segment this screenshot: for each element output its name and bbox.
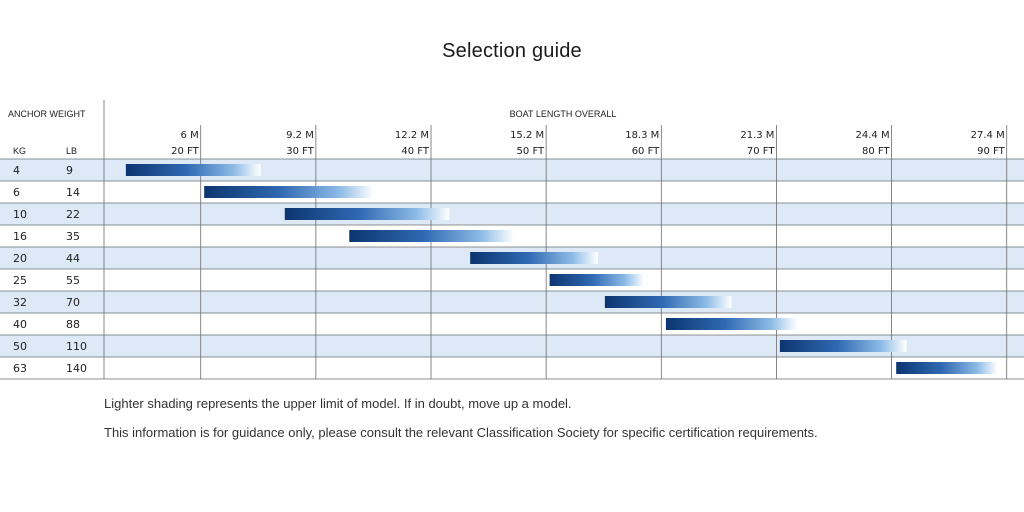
row-label-kg: 50 <box>13 340 27 353</box>
row-label-lb: 9 <box>66 164 73 177</box>
row-label-lb: 44 <box>66 252 80 265</box>
x-tick-label-imperial: 70 FT <box>747 146 775 157</box>
row-label-lb: 14 <box>66 186 80 199</box>
row-background <box>0 203 1024 225</box>
x-tick-label-imperial: 90 FT <box>977 146 1005 157</box>
note-shading: Lighter shading represents the upper lim… <box>104 396 572 411</box>
row-label-lb: 140 <box>66 362 87 375</box>
x-tick-label-metric: 9.2 M <box>286 130 314 141</box>
row-label-kg: 40 <box>13 318 27 331</box>
row-label-lb: 70 <box>66 296 80 309</box>
row-label-kg: 4 <box>13 164 20 177</box>
x-tick-label-imperial: 50 FT <box>517 146 545 157</box>
row-background <box>0 335 1024 357</box>
row-label-kg: 20 <box>13 252 27 265</box>
row-label-lb: 55 <box>66 274 80 287</box>
x-tick-label-metric: 24.4 M <box>856 130 890 141</box>
x-tick-label-metric: 18.3 M <box>625 130 659 141</box>
range-bar <box>549 274 645 286</box>
anchor-weight-header: ANCHOR WEIGHT <box>8 109 86 119</box>
range-bar <box>470 252 598 264</box>
row-label-kg: 25 <box>13 274 27 287</box>
x-tick-label-metric: 27.4 M <box>971 130 1005 141</box>
row-label-lb: 35 <box>66 230 80 243</box>
range-bar <box>896 362 998 374</box>
row-label-kg: 63 <box>13 362 27 375</box>
range-bar <box>604 296 732 308</box>
boat-length-header: BOAT LENGTH OVERALL <box>510 109 617 119</box>
range-bar <box>284 208 450 220</box>
x-tick-label-metric: 6 M <box>181 130 199 141</box>
row-label-kg: 16 <box>13 230 27 243</box>
x-tick-label-imperial: 80 FT <box>862 146 890 157</box>
x-tick-label-imperial: 60 FT <box>632 146 660 157</box>
row-label-kg: 6 <box>13 186 20 199</box>
row-label-lb: 110 <box>66 340 87 353</box>
row-background <box>0 291 1024 313</box>
row-label-kg: 10 <box>13 208 27 221</box>
x-tick-label-imperial: 30 FT <box>286 146 314 157</box>
x-tick-label-metric: 15.2 M <box>510 130 544 141</box>
lb-header: LB <box>66 146 77 156</box>
x-tick-label-metric: 21.3 M <box>740 130 774 141</box>
x-tick-label-imperial: 20 FT <box>171 146 199 157</box>
row-label-lb: 22 <box>66 208 80 221</box>
x-tick-label-metric: 12.2 M <box>395 130 429 141</box>
note-guidance: This information is for guidance only, p… <box>104 425 818 440</box>
x-tick-label-imperial: 40 FT <box>401 146 429 157</box>
range-bar <box>125 164 261 176</box>
range-bar <box>204 186 374 198</box>
row-label-lb: 88 <box>66 318 80 331</box>
page-title: Selection guide <box>442 40 582 62</box>
kg-header: KG <box>13 146 26 156</box>
row-label-kg: 32 <box>13 296 27 309</box>
range-bar <box>349 230 514 242</box>
range-bar <box>779 340 907 352</box>
range-bar <box>665 318 798 330</box>
